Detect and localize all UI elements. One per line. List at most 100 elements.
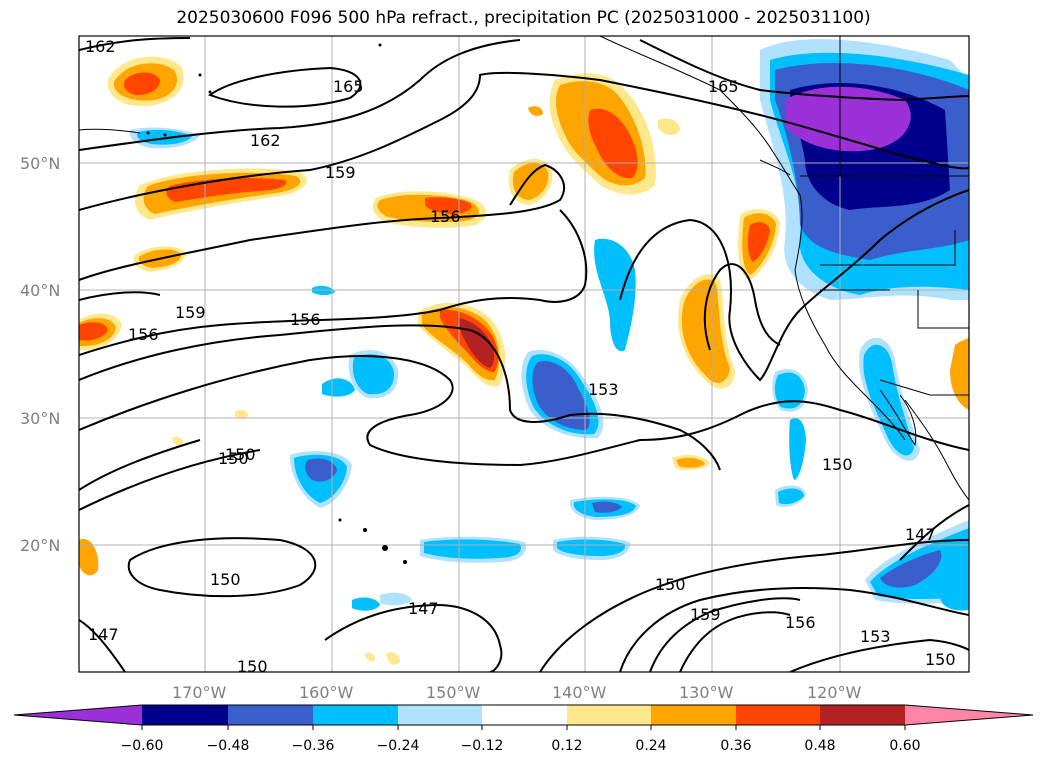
contour-147 (79, 619, 126, 672)
graticule (79, 36, 969, 672)
lat-label-30: 30°N (20, 409, 60, 428)
colorbar-seg-pink-extend (905, 705, 1033, 725)
contour-trough-inner (703, 263, 781, 351)
colorbar-seg-white (482, 705, 567, 725)
contour-150-se (789, 638, 969, 672)
lon-label-170: 170°W (172, 683, 227, 702)
colorbar-seg-darkblue (142, 705, 228, 725)
shading-blob-s9 (528, 106, 543, 116)
contour-147-b (324, 603, 503, 672)
shading-blob-s6 (235, 409, 248, 419)
shading-blob-n12-mid (880, 550, 942, 588)
contour-label-group: 162 165 162 159 156 165 159 156 156 153 … (85, 37, 956, 676)
lon-label-130: 130°W (679, 683, 734, 702)
contour-153-left (79, 439, 201, 491)
contour-label-19: 156 (785, 613, 816, 632)
coast-bc-1 (759, 159, 791, 176)
coast-aleutian-1 (79, 128, 141, 134)
border-states-3 (917, 290, 969, 329)
island-3 (403, 560, 407, 564)
island-8 (146, 131, 150, 135)
shading-layer (79, 39, 969, 665)
contour-156-left (79, 291, 161, 301)
shading-blob-n6-sky (557, 539, 626, 556)
coast-baja-pen (879, 389, 917, 447)
shading-blob-n2-sky (594, 238, 636, 352)
contour-label-15: 150 (237, 657, 268, 676)
map-frame (78, 35, 970, 673)
colorbar-tick-1: −0.60 (121, 738, 164, 754)
shading-blob-n4-mid (305, 458, 337, 482)
lat-label-40: 40°N (20, 281, 60, 300)
contour-150-left (79, 449, 261, 511)
contour-165-ne (639, 39, 969, 102)
colorbar-seg-light (398, 705, 482, 725)
island-9 (163, 133, 167, 137)
contour-label-5: 156 (430, 207, 461, 226)
contour-label-8: 156 (128, 325, 159, 344)
island-6 (208, 90, 212, 94)
contour-label-14: 147 (905, 525, 936, 544)
contour-label-12: 150 (822, 455, 853, 474)
lon-label-120: 120°W (807, 683, 862, 702)
contour-153 (79, 324, 721, 471)
shading-blob-c5-red (123, 72, 160, 96)
shading-blob-c10-orange (950, 338, 969, 410)
island-5 (198, 73, 202, 77)
colorbar-tick-10: 0.60 (889, 738, 920, 754)
colorbar-seg-sky (313, 705, 398, 725)
shading-blob-n5-sky (424, 539, 522, 559)
contour-label-3: 162 (250, 131, 281, 150)
coast-alaska-pan (599, 36, 801, 196)
contour-162-arc (79, 39, 521, 151)
shading-blob-s10 (658, 118, 680, 136)
shading-blob-s12 (365, 652, 376, 662)
shading-blob-c2-red (425, 197, 472, 214)
colorbar-tick-8: 0.36 (720, 738, 751, 754)
shading-blob-c1-firebrick (458, 318, 495, 368)
lon-labels: 170°W 160°W 150°W 140°W 130°W 120°W (172, 683, 862, 702)
contour-label-21: 150 (925, 650, 956, 669)
lat-label-20: 20°N (20, 536, 60, 555)
colorbar-tick-6: 0.12 (551, 738, 582, 754)
island-4 (338, 518, 342, 522)
lon-label-140: 140°W (552, 683, 607, 702)
colorbar-seg-yellow (567, 705, 651, 725)
shading-blob-n3-sky2 (322, 378, 355, 397)
contour-label-9: 156 (290, 310, 321, 329)
contour-147-se (899, 504, 969, 561)
coast-baja (904, 399, 969, 501)
lon-label-160: 160°W (299, 683, 354, 702)
contour-150-a (79, 355, 969, 467)
border-us-mexico (879, 379, 969, 396)
colorbar-seg-orange (651, 705, 736, 725)
shading-blob-s3 (79, 539, 99, 576)
island-7 (378, 43, 382, 47)
islands (146, 43, 407, 564)
coastlines (79, 36, 969, 501)
contour-156-east (79, 209, 588, 356)
contour-label-7: 159 (175, 303, 206, 322)
island-2 (363, 528, 367, 532)
shading-blob-n3-sky (352, 354, 395, 395)
colorbar-tick-4: −0.24 (377, 738, 420, 754)
contour-label-17: 150 (655, 575, 686, 594)
contour-label-16: 147 (88, 625, 119, 644)
contour-156-b (649, 597, 801, 672)
contour-159 (79, 71, 969, 211)
colorbar-tick-5: −0.12 (461, 738, 504, 754)
shading-blob-c3-orange (512, 163, 549, 200)
contour-label-6: 165 (708, 77, 739, 96)
contour-label-13: 150 (210, 570, 241, 589)
contour-165-north (79, 37, 191, 51)
island-1 (382, 545, 388, 551)
colorbar-seg-purple-extend (14, 705, 142, 725)
contour-trough-east (619, 189, 969, 382)
colorbar-tick-9: 0.48 (804, 738, 835, 754)
shading-blob-s11 (386, 652, 400, 665)
contour-150-b (539, 539, 969, 672)
shading-blob-s7 (172, 436, 184, 446)
contour-label-18: 159 (690, 605, 721, 624)
shading-blob-c9-red (747, 222, 770, 262)
contour-lines (79, 37, 969, 672)
